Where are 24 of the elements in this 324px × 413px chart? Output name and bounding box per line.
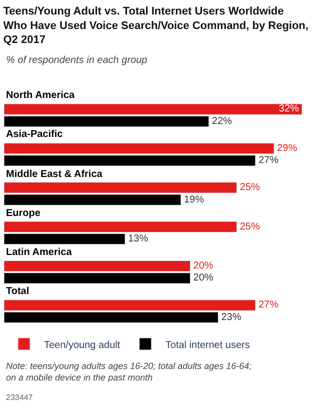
data-label: 32%: [278, 104, 299, 115]
data-label: 22%: [212, 116, 232, 127]
y-tick-label: Asia-Pacific: [6, 129, 64, 140]
y-tick-label: Latin America: [6, 247, 72, 258]
legend-label: Total internet users: [165, 340, 250, 351]
data-label: 27%: [258, 300, 279, 311]
data-label: 25%: [240, 221, 260, 232]
text: Note: teens/young adults ages 16-20; total adults ages 16-64; on a mobile device in the past month: [6, 361, 252, 383]
data-label: 20%: [193, 260, 214, 272]
data-label: 19%: [184, 194, 204, 206]
y-tick-label: Total: [6, 286, 30, 297]
legend-label: Teen/young adult: [44, 340, 120, 351]
text: 233447: [6, 393, 34, 402]
y-tick-label: Middle East & Africa: [6, 169, 103, 180]
data-label: 13%: [128, 233, 148, 244]
data-label: 25%: [240, 182, 260, 194]
chart-title: Teens/Young Adult vs. Total Internet Users Worldwide Who Have Used Voice Search/Voice Command, by Region, Q2 2017: [3, 5, 308, 46]
y-tick-label: North America: [6, 90, 75, 101]
y-tick-label: Europe: [6, 208, 41, 219]
data-label: 29%: [277, 142, 298, 154]
chart-subtitle: % of respondents in each group: [6, 55, 148, 66]
data-label: 20%: [193, 272, 214, 284]
data-label: 27%: [258, 155, 279, 166]
data-label: 23%: [221, 312, 242, 323]
